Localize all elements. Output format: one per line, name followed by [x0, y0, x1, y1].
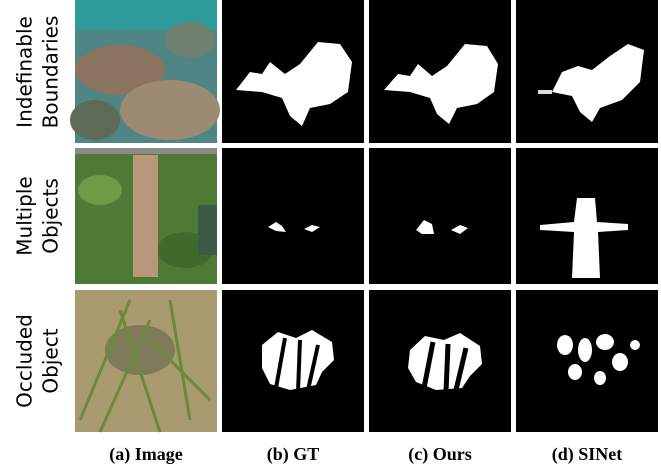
- mask: [596, 334, 614, 350]
- mask: [612, 353, 628, 371]
- row-label: Object: [39, 328, 63, 393]
- coral: [120, 80, 220, 140]
- mask: [540, 198, 628, 278]
- mask-gap: [421, 341, 469, 393]
- mask: [538, 90, 552, 94]
- mask: [236, 42, 352, 126]
- mask: [384, 44, 498, 124]
- photo: [75, 290, 217, 433]
- top-strip: [75, 148, 217, 154]
- row-labels: Indefinable Boundaries Multiple Objects …: [13, 16, 63, 408]
- row-label: Occluded: [13, 314, 37, 408]
- mask: [451, 225, 468, 234]
- cage: [198, 205, 217, 255]
- grass: [78, 299, 212, 433]
- photo: [70, 0, 220, 143]
- mask-gap: [274, 337, 320, 393]
- row-label: Objects: [39, 178, 63, 254]
- row-label: Boundaries: [39, 16, 63, 129]
- mask: [416, 220, 434, 234]
- frog: [105, 325, 175, 375]
- coral: [75, 45, 165, 95]
- mask: [630, 340, 640, 350]
- column-caption: (d) SINet: [552, 444, 623, 465]
- row-label: Multiple: [13, 176, 37, 255]
- photo: [75, 148, 217, 284]
- column-caption: (c) Ours: [408, 444, 471, 465]
- mask: [557, 335, 573, 355]
- mask: [578, 338, 592, 362]
- mask-spots: [557, 334, 640, 385]
- coral: [165, 22, 215, 58]
- mask: [552, 44, 644, 122]
- coral: [70, 100, 120, 140]
- mask-bg: [369, 148, 511, 284]
- mask: [304, 225, 320, 232]
- mask-bg: [222, 148, 364, 284]
- column-caption: (a) Image: [109, 444, 182, 465]
- mask: [568, 364, 582, 380]
- row-label: Indefinable: [13, 16, 37, 128]
- mask: [594, 371, 606, 385]
- leaves: [78, 175, 122, 205]
- column-caption: (b) GT: [267, 444, 320, 465]
- feeder: [133, 155, 158, 277]
- mask: [268, 222, 286, 232]
